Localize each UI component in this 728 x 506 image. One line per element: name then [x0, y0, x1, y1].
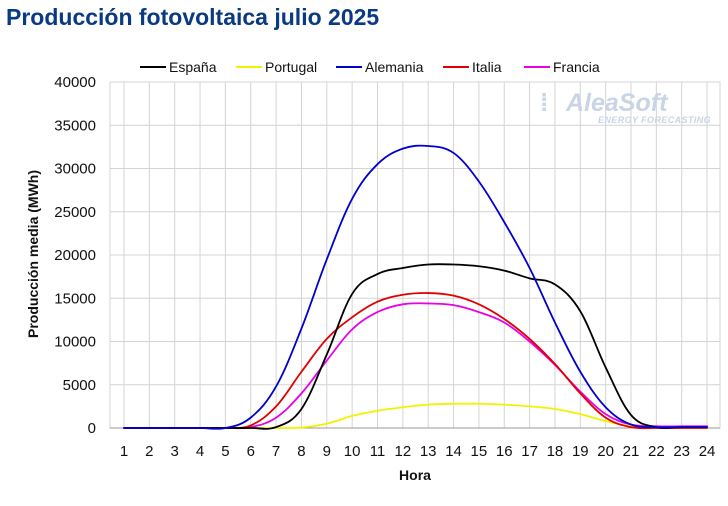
x-tick-label: 16: [496, 443, 513, 460]
y-tick-label: 30000: [54, 161, 96, 178]
x-tick-label: 24: [699, 443, 716, 460]
x-tick-label: 4: [196, 443, 204, 460]
axes: 1 2 3 4 5 6 7 8 9 10 11 12 13 14 15 16 17 18 19 20 21 22 23 240…: [54, 74, 715, 460]
x-tick-label: 8: [297, 443, 305, 460]
x-tick-label: 19: [572, 443, 589, 460]
x-tick-label: 6: [247, 443, 255, 460]
series-line-francia: [123, 302, 708, 430]
legend-label-espana: España: [169, 59, 217, 75]
x-axis-label: Hora: [399, 467, 431, 483]
y-tick-label: 15000: [54, 290, 96, 307]
y-tick-label: 5000: [63, 377, 96, 394]
x-tick-label: 13: [420, 443, 437, 460]
x-tick-label: 2: [145, 443, 153, 460]
legend-label-alemania: Alemania: [365, 59, 424, 75]
x-tick-label: 9: [323, 443, 331, 460]
chart-title: Producción fotovoltaica julio 2025: [6, 4, 380, 30]
series-line-espana: [123, 263, 708, 430]
watermark-brand: AleaSoft: [565, 89, 669, 117]
x-tick-label: 21: [623, 443, 640, 460]
y-tick-label: 0: [88, 420, 96, 437]
x-tick-label: 23: [673, 443, 690, 460]
y-tick-label: 25000: [54, 204, 96, 221]
y-tick-label: 20000: [54, 247, 96, 264]
x-tick-label: 10: [344, 443, 361, 460]
x-tick-label: 3: [171, 443, 179, 460]
series-lines: [123, 144, 708, 430]
x-tick-label: 15: [471, 443, 488, 460]
x-tick-label: 5: [221, 443, 229, 460]
legend-label-francia: Francia: [553, 59, 600, 75]
y-tick-label: 10000: [54, 334, 96, 351]
x-tick-label: 20: [597, 443, 614, 460]
legend-label-portugal: Portugal: [265, 59, 317, 75]
x-tick-label: 18: [547, 443, 564, 460]
y-axis-label: Producción media (MWh): [25, 170, 41, 338]
x-tick-label: 1: [120, 443, 128, 460]
series-line-alemania: [123, 144, 708, 430]
grid: [109, 81, 721, 429]
x-tick-label: 14: [445, 443, 462, 460]
legend: España Portugal Alemania Italia Francia: [140, 59, 600, 75]
legend-label-italia: Italia: [472, 59, 502, 75]
y-tick-label: 40000: [54, 74, 96, 91]
watermark-logo-icon: ⁞: [540, 89, 548, 117]
x-tick-label: 11: [370, 443, 386, 460]
x-tick-label: 17: [521, 443, 538, 460]
x-tick-label: 12: [395, 443, 412, 460]
watermark-tagline: ENERGY FORECASTING: [598, 115, 711, 125]
y-tick-label: 35000: [54, 117, 96, 134]
aleasoft-watermark: ⁞ AleaSoft ENERGY FORECASTING: [540, 89, 711, 125]
x-tick-label: 22: [648, 443, 665, 460]
x-tick-label: 7: [272, 443, 280, 460]
series-line-italia: [123, 292, 708, 430]
